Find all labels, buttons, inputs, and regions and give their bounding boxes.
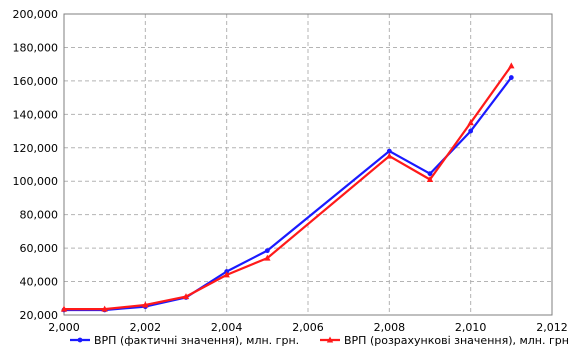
data-point	[264, 254, 271, 261]
x-tick-label: 2,006	[292, 321, 324, 334]
data-point	[508, 75, 514, 80]
data-point	[142, 301, 149, 308]
series-line	[64, 65, 513, 311]
data-point	[386, 148, 392, 154]
y-tick-label: 100,000	[13, 175, 59, 188]
axes: 20,000 40,000 60,000 80,000 100,000 120,000 14…	[13, 8, 568, 334]
data-point	[101, 305, 108, 312]
x-tick-label: 2,008	[374, 321, 406, 334]
x-tick-label: 2,012	[536, 321, 568, 334]
y-tick-label: 160,000	[13, 75, 59, 88]
y-tick-label: 200,000	[13, 8, 59, 21]
data-point	[223, 271, 230, 278]
data-point	[427, 171, 433, 177]
legend-marker	[326, 336, 334, 343]
legend-label: ВРП (розрахункові значення), млн. грн.	[344, 334, 570, 347]
data-point	[426, 176, 434, 183]
data-point	[386, 152, 393, 159]
data-point	[60, 305, 68, 312]
x-tick-label: 2,000	[48, 321, 80, 334]
y-tick-label: 120,000	[13, 142, 59, 155]
y-tick-label: 60,000	[20, 242, 59, 255]
x-tick-label: 2,002	[130, 321, 162, 334]
y-tick-label: 20,000	[20, 309, 59, 322]
legend: ВРП (фактичні значення), млн. грн. ВРП (р…	[70, 334, 570, 347]
x-tick-label: 2,004	[211, 321, 243, 334]
data-point	[467, 119, 474, 126]
data-point	[182, 293, 190, 300]
y-tick-label: 40,000	[20, 276, 59, 289]
x-tick-label: 2,010	[455, 321, 487, 334]
data-point	[508, 62, 515, 69]
data-point	[468, 128, 474, 134]
legend-label: ВРП (фактичні значення), млн. грн.	[94, 334, 299, 347]
series	[60, 62, 515, 313]
y-tick-label: 180,000	[13, 41, 59, 54]
plot-frame	[63, 13, 553, 316]
legend-marker	[77, 337, 83, 343]
data-point	[264, 248, 270, 254]
y-tick-label: 80,000	[20, 209, 59, 222]
y-tick-label: 140,000	[13, 108, 59, 121]
